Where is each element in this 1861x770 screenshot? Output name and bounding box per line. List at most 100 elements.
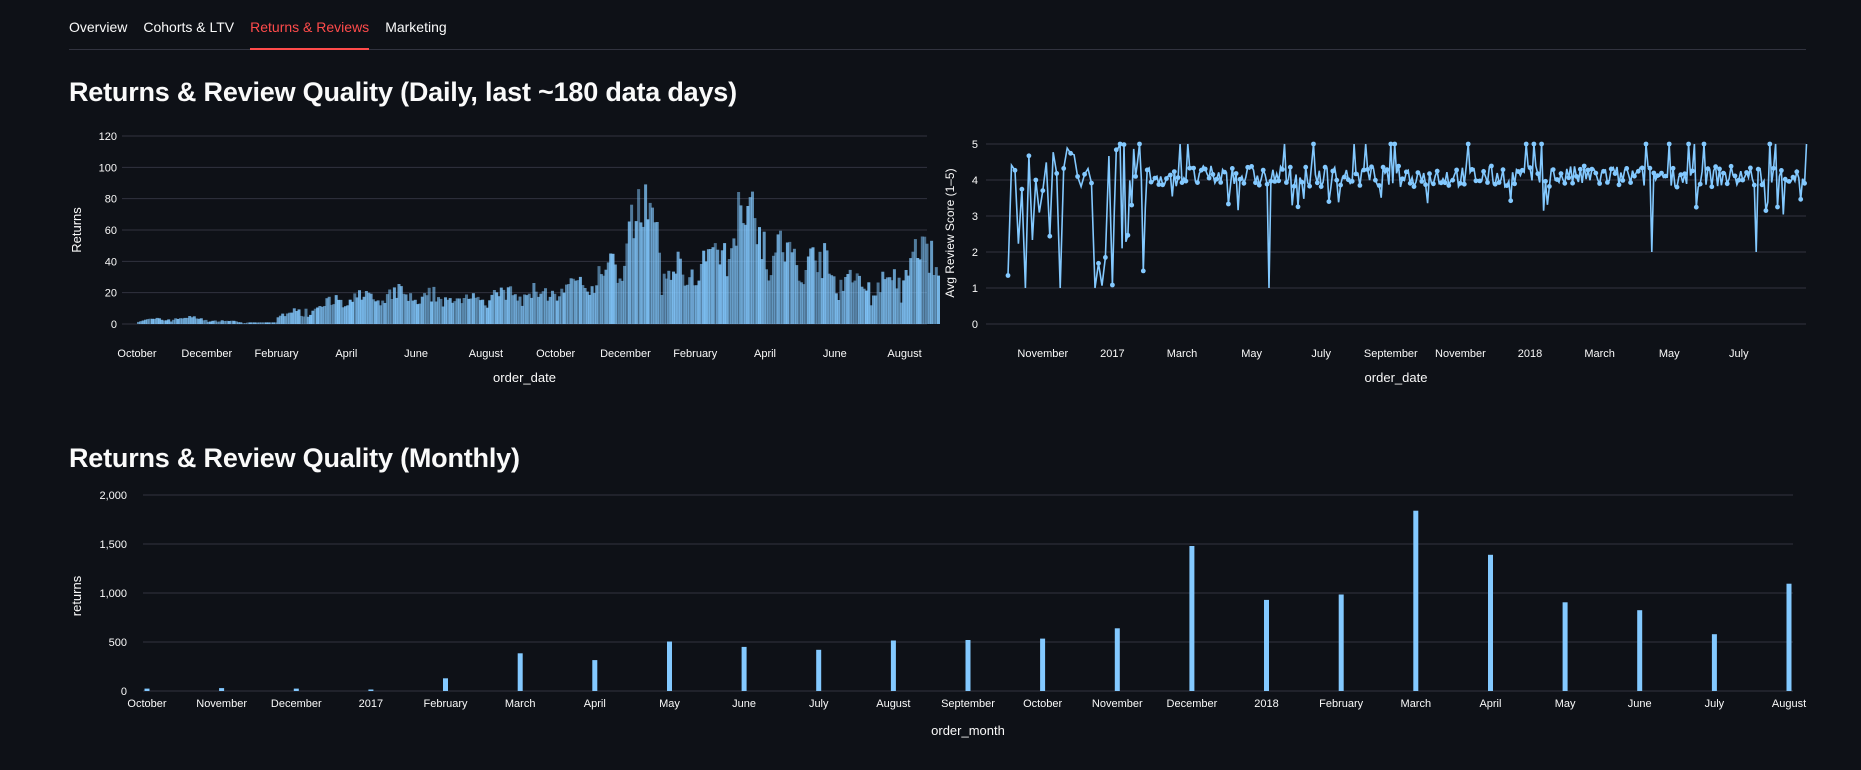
- daily-return-bar: [478, 300, 482, 324]
- daily-return-bar: [297, 309, 301, 324]
- tab-cohorts-ltv[interactable]: Cohorts & LTV: [143, 19, 235, 35]
- daily-return-bar: [360, 299, 364, 324]
- daily-return-bar: [683, 285, 687, 324]
- review-score-point: [1635, 168, 1641, 174]
- review-score-point: [1089, 180, 1094, 186]
- review-score-point: [1214, 176, 1220, 182]
- review-score-point: [1068, 150, 1073, 156]
- daily-return-bar: [809, 248, 813, 324]
- monthly-return-bars: [144, 510, 1792, 691]
- daily-return-bar: [665, 278, 668, 324]
- y-tick-label: 1,500: [99, 539, 127, 551]
- x-tick-label: August: [469, 348, 503, 360]
- review-score-point: [1431, 181, 1436, 187]
- daily-return-bar: [760, 259, 764, 324]
- daily-return-bar: [606, 262, 610, 324]
- x-tick-label: March: [1584, 348, 1615, 360]
- daily-return-bar: [751, 191, 754, 324]
- daily-return-bar: [544, 288, 547, 324]
- daily-return-bar: [718, 264, 722, 324]
- daily-return-bar: [146, 319, 150, 324]
- daily-return-bar: [511, 295, 515, 324]
- review-score-point: [1543, 178, 1548, 184]
- review-score-point: [1659, 170, 1664, 176]
- daily-return-bar: [137, 321, 140, 324]
- x-tick-label: May: [1555, 698, 1576, 710]
- daily-return-bar: [223, 321, 227, 324]
- daily-return-bar: [588, 294, 592, 324]
- daily-return-bar: [932, 275, 936, 324]
- daily-return-bar: [390, 299, 394, 324]
- tab-overview[interactable]: Overview: [69, 19, 128, 35]
- daily-return-bar: [497, 296, 501, 324]
- review-score-point: [1380, 164, 1386, 170]
- review-score-point: [1148, 179, 1154, 185]
- daily-return-bar: [353, 293, 357, 324]
- review-score-point: [1388, 141, 1394, 147]
- review-score-point: [1330, 168, 1336, 174]
- daily-return-bar: [841, 290, 845, 324]
- review-score-point: [1489, 163, 1494, 169]
- daily-return-bar: [334, 295, 338, 324]
- monthly-return-bar: [1338, 594, 1344, 691]
- daily-return-bar: [378, 305, 382, 324]
- daily-return-bar: [499, 287, 503, 324]
- daily-return-bar: [392, 287, 396, 324]
- daily-return-bar: [253, 322, 257, 324]
- daily-return-bar: [569, 278, 573, 324]
- y-tick-label: 2,000: [99, 490, 127, 502]
- x-tick-label: July: [1705, 698, 1725, 710]
- daily-return-bar: [441, 306, 445, 324]
- x-tick-label: November: [196, 698, 247, 710]
- daily-return-bar: [832, 276, 836, 324]
- review-score-point: [1755, 166, 1761, 172]
- daily-return-bar: [320, 306, 324, 324]
- review-score-point: [1376, 183, 1382, 188]
- monthly-return-bar: [667, 641, 672, 691]
- review-score-point: [1678, 172, 1684, 178]
- x-axis-label: order_date: [1365, 370, 1428, 385]
- tab-marketing[interactable]: Marketing: [385, 19, 447, 35]
- review-score-point: [1160, 182, 1166, 188]
- daily-return-bar: [416, 304, 420, 324]
- daily-return-bar: [662, 273, 666, 324]
- x-tick-label: December: [1167, 698, 1218, 710]
- daily-return-bar: [706, 249, 710, 324]
- review-score-point: [1516, 169, 1521, 174]
- daily-return-bar: [288, 312, 292, 324]
- daily-return-bar: [923, 236, 927, 324]
- daily-return-bar: [885, 277, 889, 324]
- daily-return-bar: [434, 301, 438, 324]
- daily-return-bar: [813, 260, 817, 324]
- review-score-point: [1322, 164, 1328, 170]
- daily-return-bar: [532, 283, 536, 324]
- daily-return-bar: [232, 320, 236, 324]
- x-tick-label: July: [1311, 348, 1331, 360]
- daily-returns-chart: 0 20 40 60 80 100 120 October December February Ap…: [69, 131, 940, 385]
- review-score-point: [1643, 141, 1649, 147]
- review-score-point: [1585, 167, 1591, 173]
- daily-return-bar: [230, 320, 233, 324]
- daily-return-bar: [451, 302, 454, 324]
- daily-return-bar: [278, 315, 282, 324]
- daily-return-bar: [330, 304, 334, 324]
- y-tick-label: 0: [121, 686, 127, 698]
- daily-return-bar: [295, 311, 299, 324]
- review-score-point: [1450, 177, 1456, 183]
- review-score-point: [1767, 141, 1773, 147]
- daily-return-bar: [537, 296, 541, 324]
- daily-return-bar: [797, 280, 801, 324]
- daily-return-bar: [781, 252, 785, 324]
- review-score-point: [1693, 204, 1699, 210]
- daily-return-bar: [437, 297, 440, 324]
- daily-return-bar: [411, 300, 415, 324]
- review-score-point: [1082, 171, 1087, 177]
- review-score-point: [1407, 180, 1413, 186]
- review-score-point: [1357, 183, 1363, 188]
- daily-return-bar: [560, 288, 564, 324]
- daily-return-bar: [792, 248, 796, 324]
- tab-returns-reviews[interactable]: Returns & Reviews: [250, 0, 385, 50]
- daily-return-bar: [420, 296, 424, 324]
- daily-return-bar: [716, 249, 720, 324]
- daily-return-bar: [830, 275, 834, 324]
